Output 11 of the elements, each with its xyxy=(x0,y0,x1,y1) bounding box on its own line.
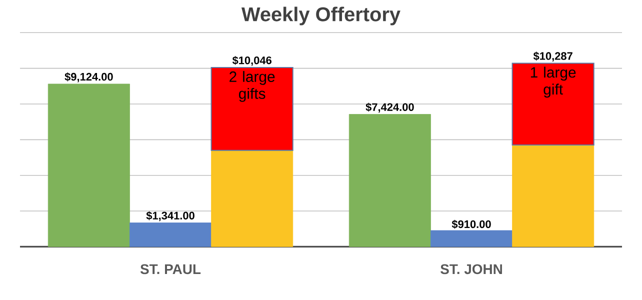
total-label: $10,287 xyxy=(533,52,572,62)
data-label: $910.00 xyxy=(452,220,491,229)
annotation: 2 large gifts xyxy=(230,71,275,102)
x-tick-label: ST. PAUL xyxy=(140,264,201,274)
data-label: $9,124.00 xyxy=(64,72,113,82)
chart-title: Weekly Offertory xyxy=(241,6,400,26)
data-label: $7,424.00 xyxy=(366,102,414,113)
annotation: 1 large gift xyxy=(530,66,576,98)
x-tick-label: ST. JOHN xyxy=(440,264,502,274)
total-label: $10,046 xyxy=(232,56,272,66)
data-label: $1,341.00 xyxy=(146,211,194,222)
